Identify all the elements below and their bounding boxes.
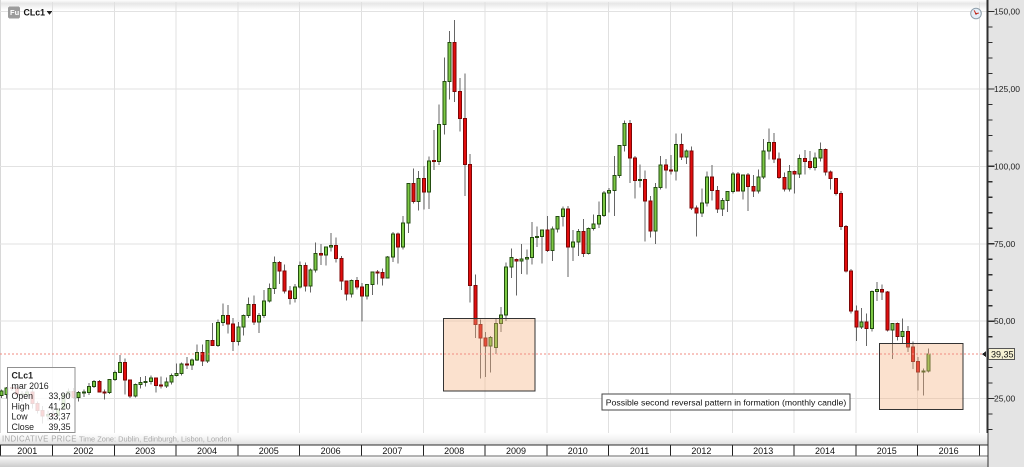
svg-text:Time Zone: Dublin, Edinburgh,: Time Zone: Dublin, Edinburgh, Lisbon, Lo… [79,435,232,444]
svg-text:125,00: 125,00 [994,84,1020,94]
svg-text:Open: Open [12,391,34,401]
svg-text:150,00: 150,00 [994,7,1020,17]
svg-text:2001: 2001 [17,446,37,456]
svg-text:2004: 2004 [197,446,217,456]
svg-text:2016: 2016 [939,446,959,456]
svg-text:2014: 2014 [815,446,835,456]
svg-text:2002: 2002 [73,446,93,456]
svg-text:Close: Close [12,422,35,432]
svg-text:Fu: Fu [10,8,20,17]
svg-text:2013: 2013 [753,446,773,456]
svg-text:100,00: 100,00 [994,161,1020,171]
svg-text:2003: 2003 [135,446,155,456]
svg-text:25,00: 25,00 [994,394,1016,404]
svg-text:2005: 2005 [259,446,279,456]
svg-text:High: High [12,401,30,411]
svg-text:Possible second reversal patte: Possible second reversal pattern in form… [606,397,847,407]
svg-text:33,37: 33,37 [48,412,70,422]
svg-text:75,00: 75,00 [994,239,1016,249]
svg-text:CLc1: CLc1 [12,371,34,381]
svg-text:2010: 2010 [568,446,588,456]
svg-text:2009: 2009 [506,446,526,456]
svg-text:33,90: 33,90 [48,391,70,401]
svg-text:50,00: 50,00 [994,316,1016,326]
svg-text:CLc1: CLc1 [24,8,46,18]
svg-text:2008: 2008 [444,446,464,456]
svg-text:2015: 2015 [877,446,897,456]
svg-text:39,35: 39,35 [48,422,70,432]
svg-text:2012: 2012 [691,446,711,456]
svg-text:2007: 2007 [382,446,402,456]
svg-text:INDICATIVE PRICE: INDICATIVE PRICE [2,435,77,444]
svg-text:2006: 2006 [321,446,341,456]
svg-text:39,35: 39,35 [991,350,1014,360]
svg-text:Low: Low [12,412,29,422]
svg-text:2011: 2011 [630,446,649,456]
svg-text:mar 2016: mar 2016 [12,381,49,391]
svg-text:41,20: 41,20 [48,401,70,411]
